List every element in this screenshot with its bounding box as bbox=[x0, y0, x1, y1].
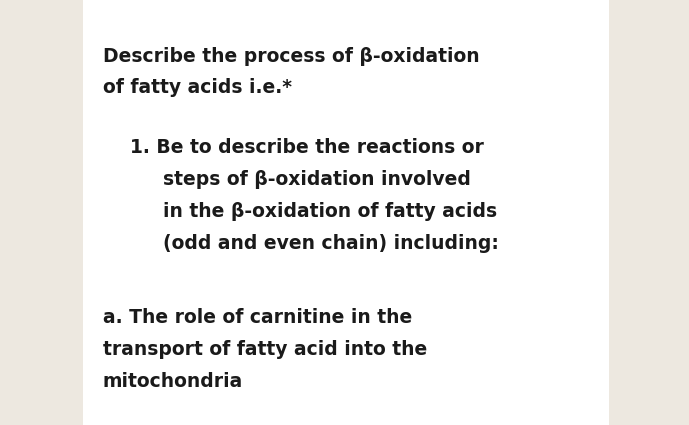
Text: a. The role of carnitine in the: a. The role of carnitine in the bbox=[103, 308, 412, 327]
Text: Describe the process of β-oxidation: Describe the process of β-oxidation bbox=[103, 47, 480, 66]
Text: steps of β-oxidation involved: steps of β-oxidation involved bbox=[163, 170, 471, 189]
Text: (odd and even chain) including:: (odd and even chain) including: bbox=[163, 234, 499, 253]
Text: mitochondria: mitochondria bbox=[103, 372, 243, 391]
Text: in the β-oxidation of fatty acids: in the β-oxidation of fatty acids bbox=[163, 202, 497, 221]
Text: 1. Be to describe the reactions or: 1. Be to describe the reactions or bbox=[130, 138, 484, 157]
Text: of fatty acids i.e.*: of fatty acids i.e.* bbox=[103, 78, 292, 97]
Text: transport of fatty acid into the: transport of fatty acid into the bbox=[103, 340, 427, 359]
Bar bbox=[83, 0, 609, 425]
